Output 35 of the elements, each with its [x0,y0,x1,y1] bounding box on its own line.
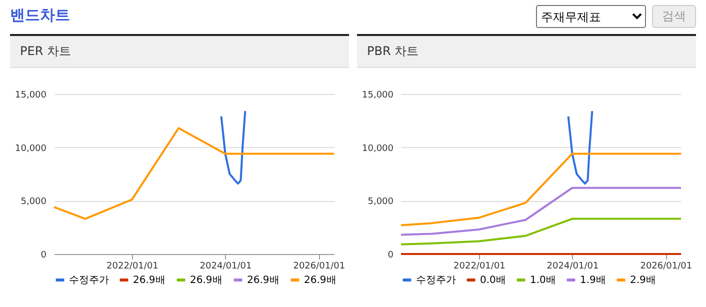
legend-label: 수정주가 [69,275,109,286]
legend-label: 26.9배 [133,275,166,286]
x-tick-label: 2022/01/01 [106,262,158,272]
legend-label: 26.9배 [190,275,222,286]
line-series [567,110,594,185]
legend-label: 1.9배 [580,275,606,286]
legend-label: 2.9배 [630,275,656,286]
y-tick-label: 15,000 [15,90,47,100]
line-series [400,186,682,236]
line-series [400,218,682,246]
y-tick-label: 10,000 [15,144,47,154]
text: 밴드차트 [10,6,70,25]
y-tick-label: 0 [40,250,47,260]
chart-title: PBR 차트 [357,36,696,68]
x-tick-label: 2026/01/01 [293,262,346,272]
x-tick-label: 2026/01/01 [640,262,692,272]
y-tick-label: 5,000 [368,197,394,208]
legend-label: 1.0배 [530,275,556,286]
line-series [53,127,335,220]
y-tick-label: 15,000 [362,90,394,100]
x-tick-label: 2022/01/01 [454,262,506,272]
legend-label: 0.0배 [480,275,506,286]
line-series [400,152,682,226]
line-series [220,110,246,185]
text: 주재무제표 [536,5,646,28]
x-tick-label: 2024/01/01 [546,262,599,272]
y-tick-label: 0 [388,250,394,260]
legend-label: 26.9배 [304,275,336,286]
chart-title: PER 차트 [10,36,349,68]
y-tick-label: 10,000 [362,144,394,154]
y-tick-label: 5,000 [20,197,47,208]
text: 검색 [652,5,696,28]
legend-label: 수정주가 [416,275,456,286]
legend-label: 26.9배 [247,275,280,286]
x-tick-label: 2024/01/01 [200,262,252,272]
